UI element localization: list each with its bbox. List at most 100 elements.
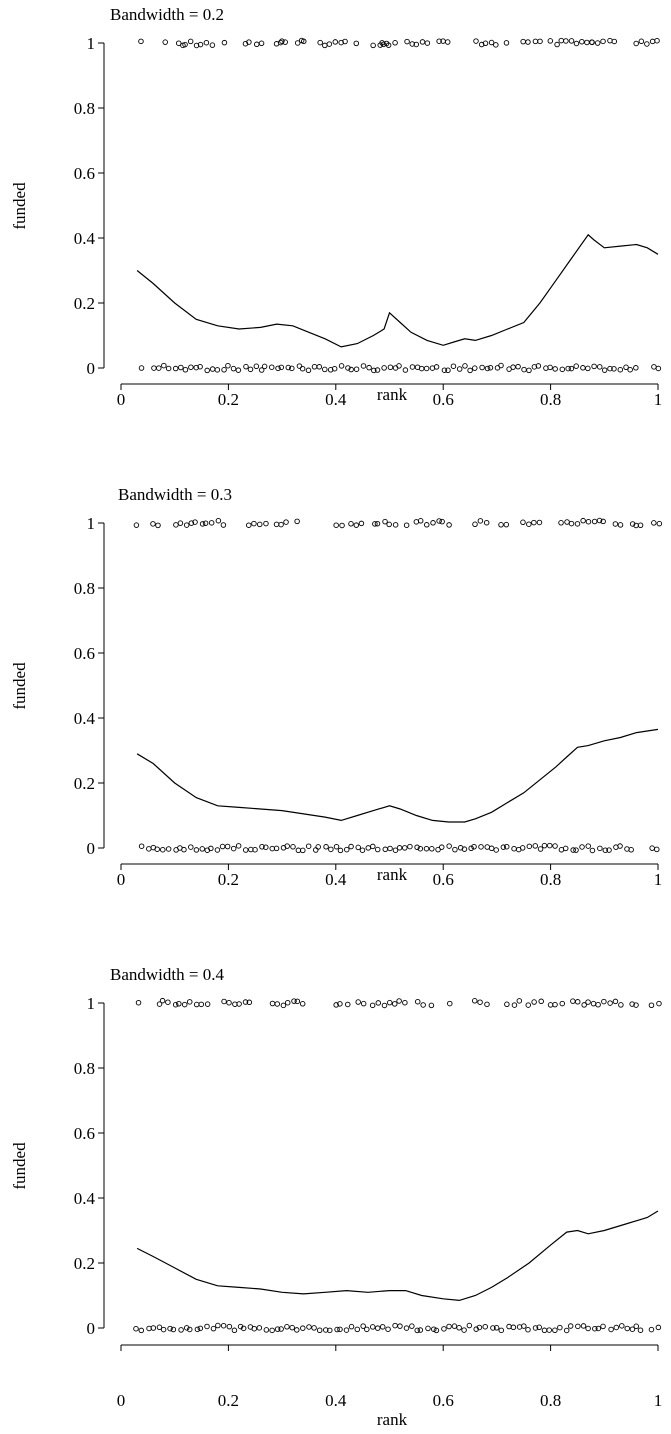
unfunded-point (521, 1323, 527, 1329)
unfunded-point (601, 367, 608, 373)
unfunded-point (456, 1325, 462, 1331)
unfunded-point (510, 364, 516, 370)
y-tick-label: 0 (87, 359, 96, 378)
y-tick-label: 0.6 (74, 1124, 95, 1143)
unfunded-point (531, 364, 538, 370)
x-tick-label: 0.4 (325, 390, 347, 409)
funded-point (209, 42, 216, 48)
unfunded-point (478, 844, 484, 850)
unfunded-point (526, 367, 532, 374)
funded-point (337, 1001, 343, 1007)
unfunded-point (181, 846, 187, 853)
unfunded-point (285, 364, 292, 371)
unfunded-point (521, 366, 527, 373)
unfunded-point (366, 364, 372, 371)
unfunded-point (278, 1326, 284, 1332)
unfunded-point (573, 847, 579, 853)
funded-point (568, 520, 575, 527)
funded-point (526, 521, 532, 527)
funded-point (503, 40, 510, 46)
plot-area: 0 0.2 0.4 0.6 0.8 1 0 0.2 0.4 0.6 0.8 1 (74, 994, 663, 1410)
unfunded-point (565, 365, 571, 372)
unfunded-point (274, 1326, 281, 1332)
funded-point (439, 518, 445, 525)
unfunded-point (259, 843, 265, 850)
unfunded-point (231, 1327, 238, 1334)
unfunded-point (575, 1323, 581, 1330)
unfunded-point (242, 847, 249, 853)
lowess-smoothed-line (136, 1210, 659, 1302)
funded-point (601, 998, 607, 1005)
funded-point (584, 39, 590, 46)
unfunded-point (322, 366, 328, 373)
x-axis-label: rank (376, 385, 408, 404)
unfunded-point (133, 1325, 139, 1332)
unfunded-point (315, 844, 321, 850)
unfunded-point (476, 1324, 483, 1331)
funded-point (413, 519, 420, 525)
unfunded-point (580, 1323, 587, 1329)
unfunded-point (348, 1323, 355, 1330)
funded-point (256, 521, 263, 528)
unfunded-point (473, 1326, 479, 1332)
funded-point (193, 42, 200, 49)
funded-point (591, 518, 598, 525)
unfunded-point (263, 1327, 270, 1333)
unfunded-point (331, 365, 338, 372)
unfunded-point (446, 843, 452, 849)
unfunded-point (525, 1326, 531, 1333)
unfunded-point (371, 367, 377, 374)
y-tick-label: 0.2 (74, 1254, 95, 1273)
funded-point (633, 1002, 639, 1008)
funded-point (135, 999, 142, 1006)
unfunded-point (409, 1323, 415, 1329)
funded-point (589, 39, 595, 46)
funded-point (386, 999, 393, 1006)
unfunded-point (208, 845, 214, 852)
unfunded-point (552, 366, 558, 372)
unfunded-point (193, 364, 199, 371)
unfunded-point (541, 1327, 548, 1334)
unfunded-point (204, 367, 210, 374)
unfunded-point (431, 1326, 437, 1332)
unfunded-point (146, 846, 152, 852)
unfunded-point (316, 364, 323, 370)
unfunded-point (183, 1325, 190, 1331)
y-tick-label: 0.4 (74, 709, 96, 728)
funded-point (600, 518, 606, 525)
funded-point (637, 522, 644, 528)
funded-point (654, 37, 660, 44)
unfunded-point (311, 363, 318, 370)
funded-point (531, 519, 537, 526)
unfunded-point (451, 1323, 458, 1329)
funded-point (150, 521, 156, 527)
unfunded-point (359, 847, 366, 853)
unfunded-point (381, 365, 387, 371)
unfunded-point (214, 367, 221, 373)
unfunded-point (503, 843, 510, 850)
panel-title: Bandwidth = 0.2 (110, 5, 224, 24)
funded-point (156, 1001, 163, 1007)
unfunded-point (547, 842, 553, 849)
unfunded-point (617, 366, 624, 373)
unfunded-point (536, 1324, 542, 1331)
funded-point (226, 999, 232, 1006)
unfunded-point (240, 1325, 247, 1332)
unfunded-point (648, 1326, 655, 1333)
funded-point (482, 40, 489, 47)
funded-point (531, 999, 537, 1005)
funded-point (430, 520, 436, 526)
funded-point (344, 1001, 351, 1008)
unfunded-point (441, 1326, 447, 1332)
funded-point (538, 998, 544, 1005)
chart-panel-bandwidth-0-3: Bandwidth = 0.3 funded rank 0 0.2 0.4 0.6 0.… (0, 480, 671, 958)
funded-point (193, 1001, 200, 1008)
unfunded-point (289, 1324, 295, 1331)
unfunded-point (256, 1325, 263, 1331)
unfunded-point (559, 366, 566, 373)
funded-point (182, 41, 188, 48)
unfunded-point (299, 365, 306, 372)
unfunded-point (568, 365, 575, 372)
unfunded-point (188, 844, 194, 850)
funded-point (409, 41, 415, 47)
